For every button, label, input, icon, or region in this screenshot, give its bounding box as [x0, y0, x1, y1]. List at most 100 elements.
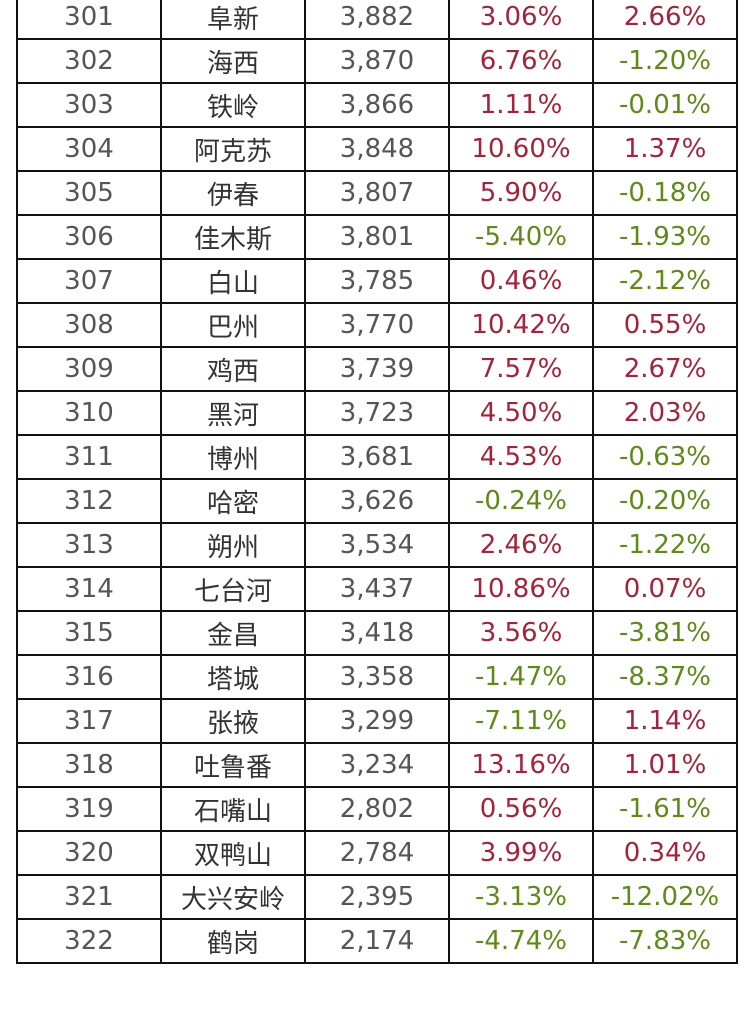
growth-rate-1-cell: 4.50%	[448, 390, 594, 436]
rank-cell: 306	[16, 214, 162, 260]
city-cell: 鸡西	[160, 346, 306, 392]
growth-rate-1-cell: 4.53%	[448, 434, 594, 480]
growth-rate-1-cell: 3.99%	[448, 830, 594, 876]
growth-rate-1-cell: -1.47%	[448, 654, 594, 700]
rank-cell: 320	[16, 830, 162, 876]
table-row: 302 海西 3,870 6.76% -1.20%	[16, 38, 738, 84]
city-cell: 海西	[160, 38, 306, 84]
value-cell: 3,299	[304, 698, 450, 744]
growth-rate-1-cell: 3.06%	[448, 0, 594, 40]
city-cell: 大兴安岭	[160, 874, 306, 920]
table-row: 303 铁岭 3,866 1.11% -0.01%	[16, 82, 738, 128]
growth-rate-1-cell: 10.60%	[448, 126, 594, 172]
value-cell: 3,848	[304, 126, 450, 172]
city-cell: 双鸭山	[160, 830, 306, 876]
table-row: 316 塔城 3,358 -1.47% -8.37%	[16, 654, 738, 700]
value-cell: 3,626	[304, 478, 450, 524]
growth-rate-1-cell: -0.24%	[448, 478, 594, 524]
value-cell: 3,437	[304, 566, 450, 612]
table-body: 301 阜新 3,882 3.06% 2.66% 302 海西 3,870 6.76% -1.20…	[16, 0, 738, 964]
city-cell: 巴州	[160, 302, 306, 348]
rank-cell: 302	[16, 38, 162, 84]
growth-rate-1-cell: -3.13%	[448, 874, 594, 920]
growth-rate-1-cell: 1.11%	[448, 82, 594, 128]
value-cell: 3,770	[304, 302, 450, 348]
growth-rate-2-cell: -1.61%	[592, 786, 738, 832]
rank-cell: 316	[16, 654, 162, 700]
value-cell: 3,534	[304, 522, 450, 568]
city-cell: 吐鲁番	[160, 742, 306, 788]
rank-cell: 318	[16, 742, 162, 788]
growth-rate-1-cell: 0.46%	[448, 258, 594, 304]
growth-rate-2-cell: 2.67%	[592, 346, 738, 392]
table-row: 315 金昌 3,418 3.56% -3.81%	[16, 610, 738, 656]
rank-cell: 313	[16, 522, 162, 568]
growth-rate-2-cell: 2.03%	[592, 390, 738, 436]
rank-cell: 305	[16, 170, 162, 216]
value-cell: 3,681	[304, 434, 450, 480]
rank-cell: 308	[16, 302, 162, 348]
growth-rate-2-cell: 1.01%	[592, 742, 738, 788]
table-row: 318 吐鲁番 3,234 13.16% 1.01%	[16, 742, 738, 788]
growth-rate-2-cell: -8.37%	[592, 654, 738, 700]
rank-cell: 322	[16, 918, 162, 964]
table-row: 309 鸡西 3,739 7.57% 2.67%	[16, 346, 738, 392]
city-cell: 伊春	[160, 170, 306, 216]
value-cell: 3,801	[304, 214, 450, 260]
table-row: 311 博州 3,681 4.53% -0.63%	[16, 434, 738, 480]
rank-cell: 304	[16, 126, 162, 172]
growth-rate-1-cell: 10.86%	[448, 566, 594, 612]
table-row: 305 伊春 3,807 5.90% -0.18%	[16, 170, 738, 216]
growth-rate-2-cell: -1.22%	[592, 522, 738, 568]
city-cell: 博州	[160, 434, 306, 480]
table-row: 310 黑河 3,723 4.50% 2.03%	[16, 390, 738, 436]
value-cell: 3,739	[304, 346, 450, 392]
growth-rate-2-cell: 1.37%	[592, 126, 738, 172]
city-cell: 阿克苏	[160, 126, 306, 172]
rank-cell: 310	[16, 390, 162, 436]
table-row: 321 大兴安岭 2,395 -3.13% -12.02%	[16, 874, 738, 920]
value-cell: 3,866	[304, 82, 450, 128]
table-row: 313 朔州 3,534 2.46% -1.22%	[16, 522, 738, 568]
growth-rate-1-cell: 7.57%	[448, 346, 594, 392]
growth-rate-1-cell: -4.74%	[448, 918, 594, 964]
rank-cell: 311	[16, 434, 162, 480]
table-row: 322 鹤岗 2,174 -4.74% -7.83%	[16, 918, 738, 964]
table-row: 304 阿克苏 3,848 10.60% 1.37%	[16, 126, 738, 172]
value-cell: 2,784	[304, 830, 450, 876]
value-cell: 3,358	[304, 654, 450, 700]
rank-cell: 303	[16, 82, 162, 128]
rank-cell: 307	[16, 258, 162, 304]
growth-rate-2-cell: -1.93%	[592, 214, 738, 260]
table-row: 317 张掖 3,299 -7.11% 1.14%	[16, 698, 738, 744]
value-cell: 3,807	[304, 170, 450, 216]
city-cell: 铁岭	[160, 82, 306, 128]
growth-rate-2-cell: -12.02%	[592, 874, 738, 920]
ranking-table-container: 301 阜新 3,882 3.06% 2.66% 302 海西 3,870 6.76% -1.20…	[16, 0, 738, 964]
value-cell: 3,870	[304, 38, 450, 84]
city-cell: 白山	[160, 258, 306, 304]
growth-rate-1-cell: 10.42%	[448, 302, 594, 348]
ranking-table: 301 阜新 3,882 3.06% 2.66% 302 海西 3,870 6.76% -1.20…	[16, 0, 738, 964]
city-cell: 塔城	[160, 654, 306, 700]
growth-rate-2-cell: 0.07%	[592, 566, 738, 612]
rank-cell: 315	[16, 610, 162, 656]
city-cell: 张掖	[160, 698, 306, 744]
city-cell: 鹤岗	[160, 918, 306, 964]
growth-rate-2-cell: -7.83%	[592, 918, 738, 964]
growth-rate-1-cell: 13.16%	[448, 742, 594, 788]
city-cell: 金昌	[160, 610, 306, 656]
rank-cell: 314	[16, 566, 162, 612]
table-row: 307 白山 3,785 0.46% -2.12%	[16, 258, 738, 304]
table-row: 319 石嘴山 2,802 0.56% -1.61%	[16, 786, 738, 832]
growth-rate-1-cell: 5.90%	[448, 170, 594, 216]
value-cell: 2,174	[304, 918, 450, 964]
growth-rate-2-cell: -0.63%	[592, 434, 738, 480]
growth-rate-1-cell: 3.56%	[448, 610, 594, 656]
city-cell: 阜新	[160, 0, 306, 40]
table-row: 312 哈密 3,626 -0.24% -0.20%	[16, 478, 738, 524]
value-cell: 3,418	[304, 610, 450, 656]
rank-cell: 301	[16, 0, 162, 40]
table-row: 301 阜新 3,882 3.06% 2.66%	[16, 0, 738, 40]
value-cell: 3,882	[304, 0, 450, 40]
